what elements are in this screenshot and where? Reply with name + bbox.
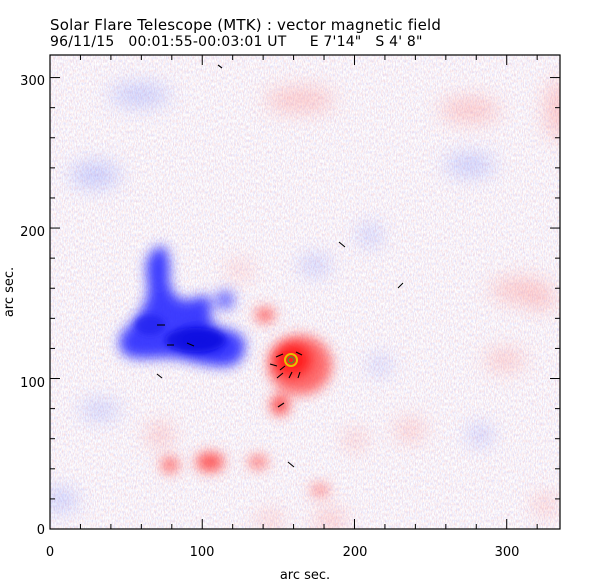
axis-ticks [49, 55, 560, 530]
figure-title: Solar Flare Telescope (MTK) : vector mag… [50, 16, 442, 34]
x-tick-200: 200 [343, 545, 368, 560]
x-axis-label: arc sec. [280, 568, 330, 583]
x-axis: 0 100 200 300 arc sec. [46, 545, 520, 583]
y-tick-300: 300 [20, 74, 45, 89]
field-map [50, 55, 560, 529]
transverse-field-vectors [156, 64, 404, 468]
x-tick-300: 300 [495, 545, 520, 560]
observation-info: 96/11/15 00:01:55-00:03:01 UT E 7'14" S … [50, 34, 423, 50]
sunspot-contour [284, 353, 298, 367]
x-tick-0: 0 [46, 545, 54, 560]
y-tick-200: 200 [20, 225, 45, 240]
y-axis-label: arc sec. [2, 267, 17, 317]
plot-frame [49, 54, 561, 530]
y-tick-100: 100 [20, 376, 45, 391]
y-axis: 0 100 200 300 arc sec. [2, 74, 45, 538]
x-tick-100: 100 [190, 545, 215, 560]
y-tick-0: 0 [37, 523, 45, 538]
